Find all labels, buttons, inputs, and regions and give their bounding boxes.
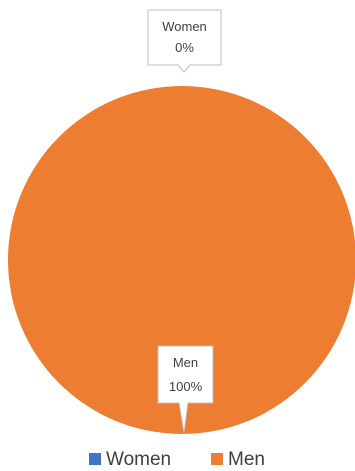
pie-slice-men — [8, 86, 355, 434]
data-label-men: Men 100% — [157, 345, 214, 434]
legend-swatch-women — [89, 453, 101, 465]
legend-swatch-men — [211, 453, 223, 465]
data-label-women-percent: 0% — [175, 40, 194, 55]
pie-slices — [8, 86, 355, 434]
legend-label-women: Women — [106, 449, 171, 470]
legend: Women Men — [89, 449, 265, 470]
data-label-women-category: Women — [162, 19, 207, 34]
data-label-men-category: Men — [173, 355, 198, 370]
data-label-men-percent: 100% — [169, 379, 203, 394]
data-label-women: Women 0% — [147, 9, 222, 73]
data-label-men-box — [157, 345, 214, 434]
data-label-women-box — [147, 9, 222, 73]
legend-label-men: Men — [228, 449, 265, 470]
